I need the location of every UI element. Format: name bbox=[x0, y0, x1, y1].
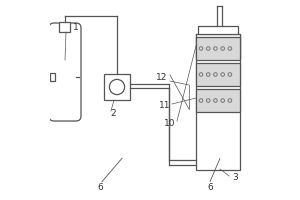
Bar bbox=[196, 63, 240, 86]
Bar bbox=[196, 34, 240, 170]
Text: 12: 12 bbox=[156, 73, 167, 82]
Text: 3: 3 bbox=[232, 173, 238, 182]
Bar bbox=[196, 89, 240, 112]
Bar bbox=[50, 73, 55, 81]
Bar bbox=[198, 26, 238, 34]
Bar bbox=[196, 34, 240, 58]
Text: 1: 1 bbox=[73, 23, 79, 32]
Text: 2: 2 bbox=[110, 110, 116, 118]
Text: 6: 6 bbox=[97, 184, 103, 192]
Text: 10: 10 bbox=[164, 119, 175, 129]
Text: 11: 11 bbox=[158, 102, 170, 110]
Bar bbox=[196, 37, 240, 60]
FancyBboxPatch shape bbox=[49, 23, 81, 121]
Bar bbox=[59, 22, 70, 32]
Bar bbox=[104, 74, 130, 100]
Text: 6: 6 bbox=[207, 184, 213, 192]
